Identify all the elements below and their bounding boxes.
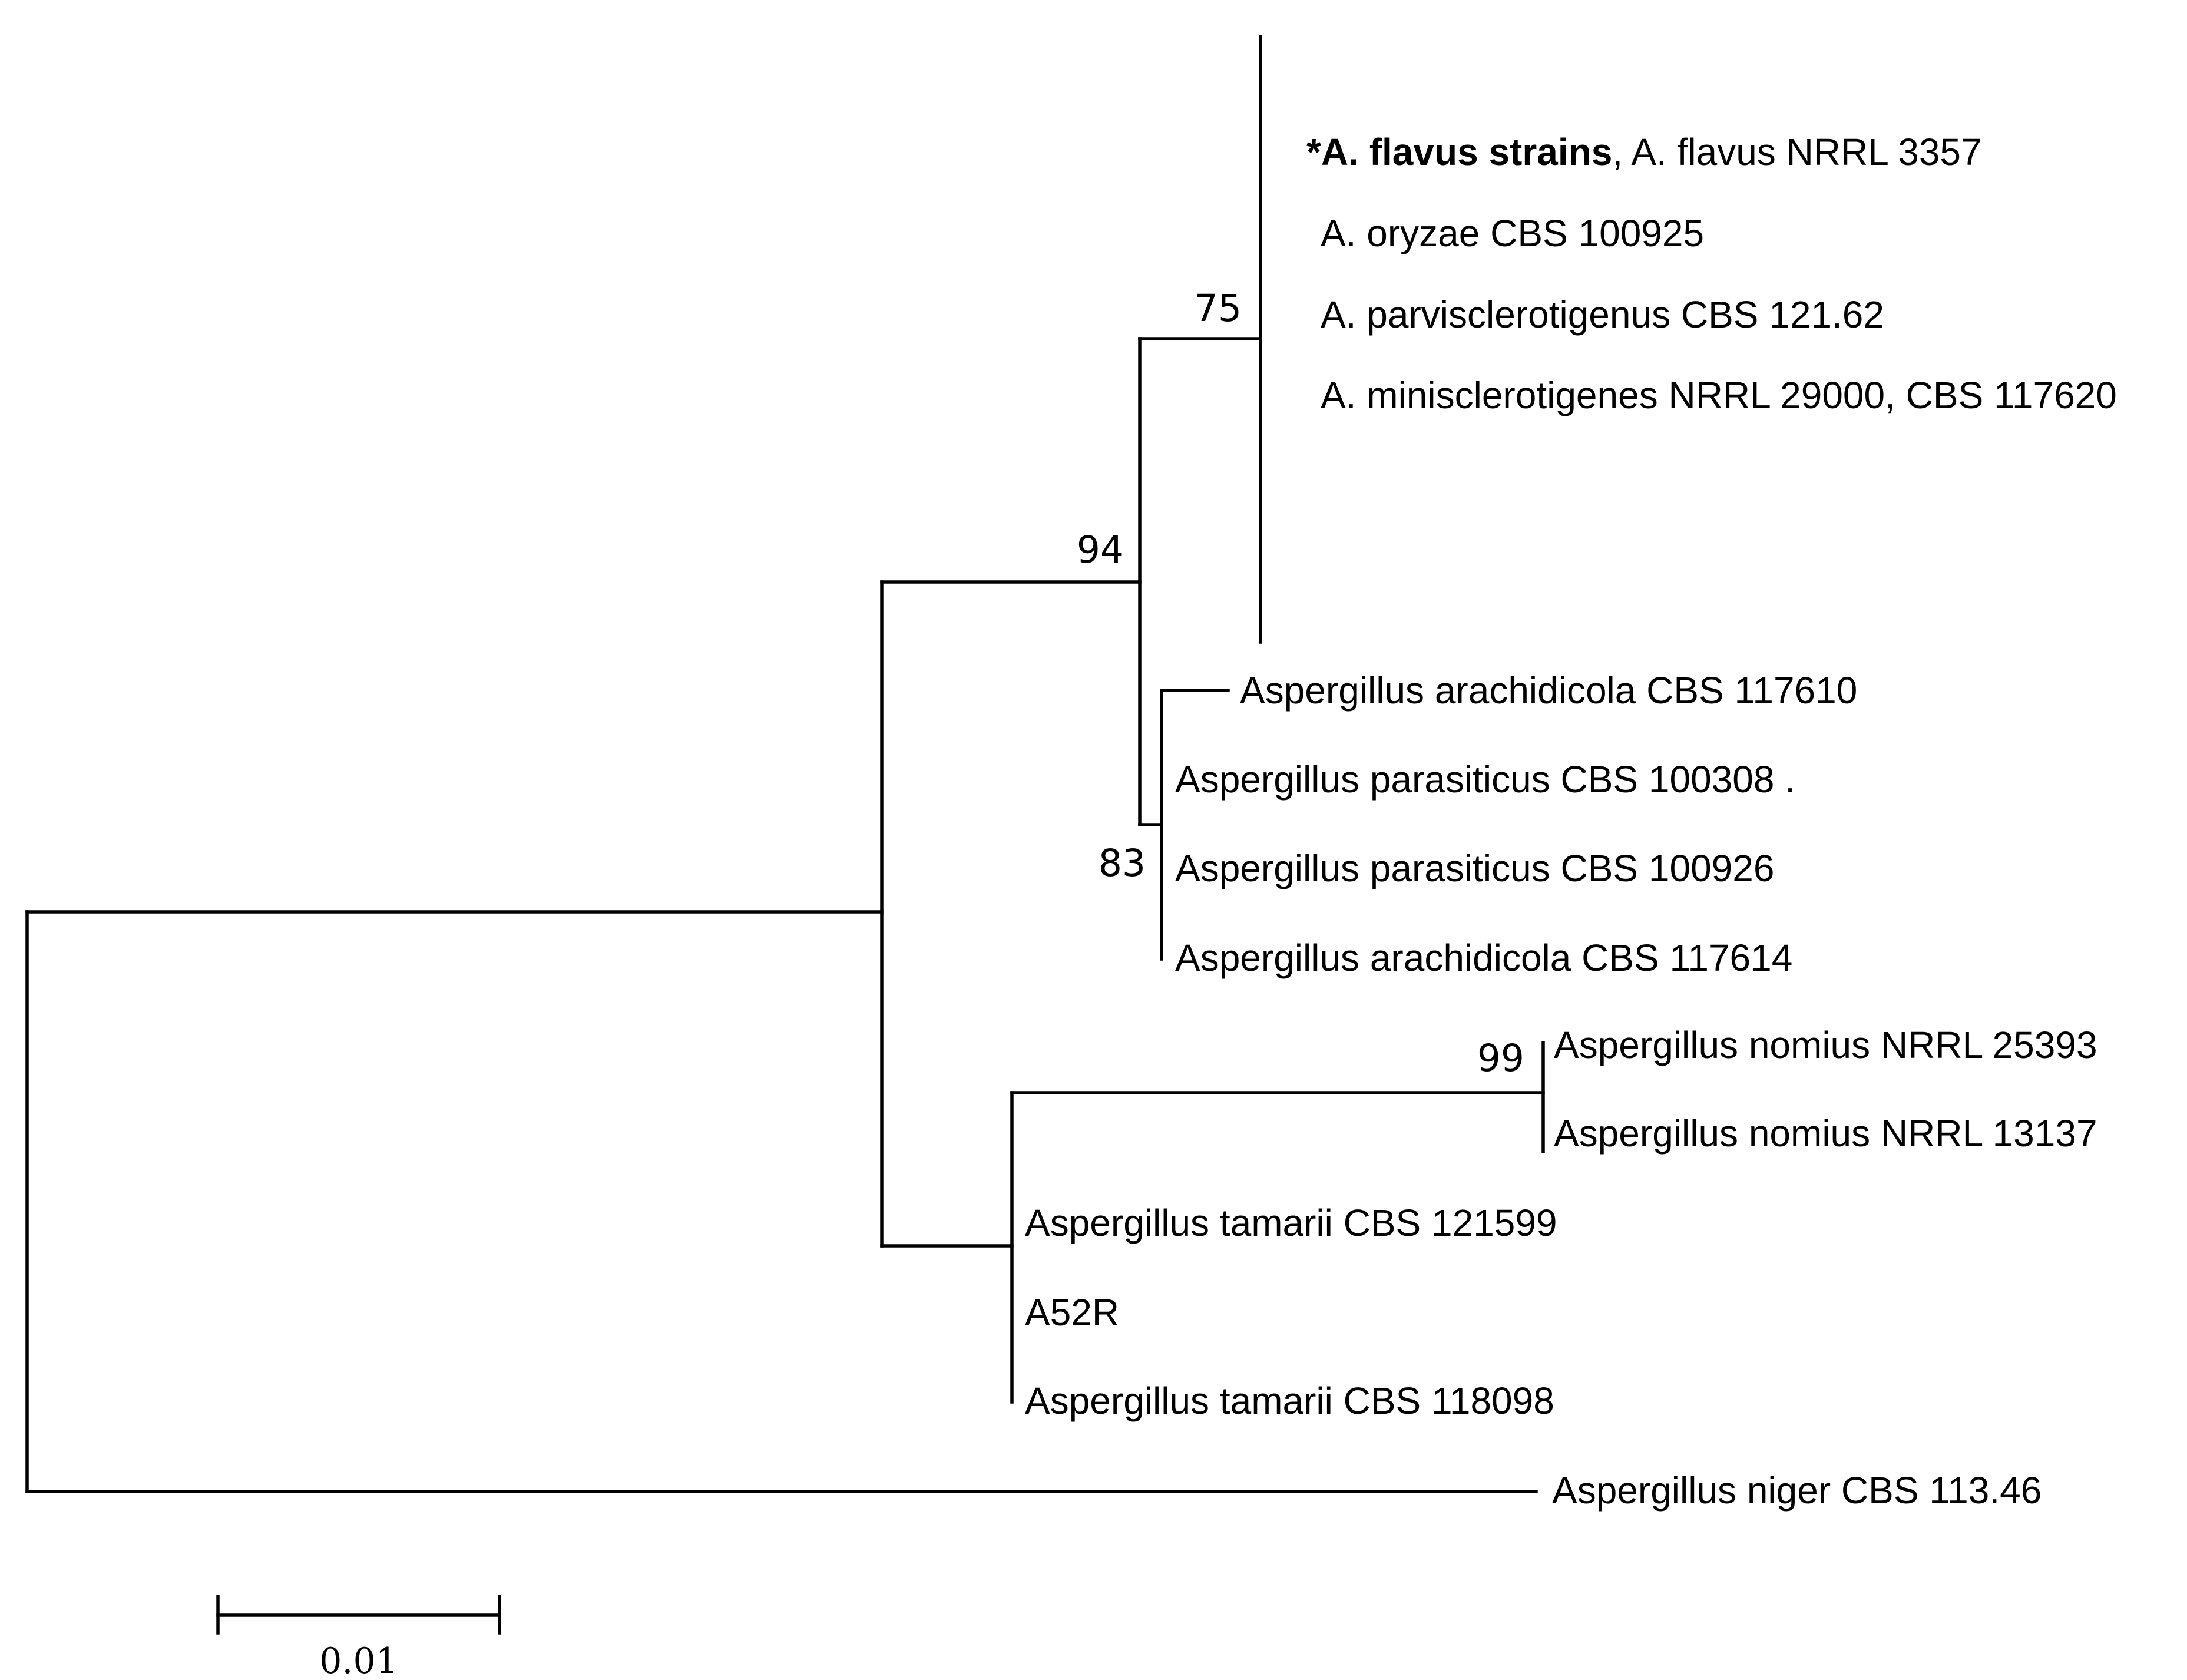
scale-bar-label: 0.01 <box>319 1641 398 1680</box>
taxon-labels: *A. flavus strains, A. flavus NRRL 3357 … <box>1025 131 2117 1512</box>
support-value-parasiticus-clade: 83 <box>1099 842 1146 885</box>
support-value-nomius-clade: 99 <box>1477 1037 1524 1080</box>
taxon-label-nomius-13137: Aspergillus nomius NRRL 13137 <box>1554 1112 2097 1155</box>
support-value-flavus-clade: 75 <box>1195 287 1242 330</box>
taxon-label-tamarii-118098: Aspergillus tamarii CBS 118098 <box>1025 1380 1554 1422</box>
taxon-label-parvisclerotigenus: A. parvisclerotigenus CBS 121.62 <box>1321 293 1884 336</box>
support-values: 75 94 83 99 <box>1077 287 1524 1080</box>
taxon-label-minisclerotigenes: A. minisclerotigenes NRRL 29000, CBS 117… <box>1321 374 2117 416</box>
taxon-label-arachidicola-117610: Aspergillus arachidicola CBS 117610 <box>1240 669 1857 712</box>
flavus-group-rest-text: , A. flavus NRRL 3357 <box>1612 131 1981 173</box>
support-value-flavus-parasiticus-clade: 94 <box>1077 528 1124 571</box>
taxon-label-arachidicola-117614: Aspergillus arachidicola CBS 117614 <box>1175 937 1792 979</box>
taxon-label-nomius-25393: Aspergillus nomius NRRL 25393 <box>1554 1024 2097 1066</box>
taxon-label-parasiticus-100926: Aspergillus parasiticus CBS 100926 <box>1175 847 1774 889</box>
taxon-label-a52r: A52R <box>1025 1291 1119 1334</box>
tree-branches <box>25 35 1545 1635</box>
taxon-label-parasiticus-100308: Aspergillus parasiticus CBS 100308 . <box>1175 758 1795 801</box>
taxon-label-tamarii-121599: Aspergillus tamarii CBS 121599 <box>1025 1202 1557 1244</box>
taxon-label-oryzae: A. oryzae CBS 100925 <box>1321 212 1704 254</box>
flavus-group-bold-text: *A. flavus strains <box>1306 131 1612 173</box>
taxon-label-flavus-group: *A. flavus strains, A. flavus NRRL 3357 <box>1306 131 1982 173</box>
taxon-label-niger: Aspergillus niger CBS 113.46 <box>1552 1469 2042 1512</box>
